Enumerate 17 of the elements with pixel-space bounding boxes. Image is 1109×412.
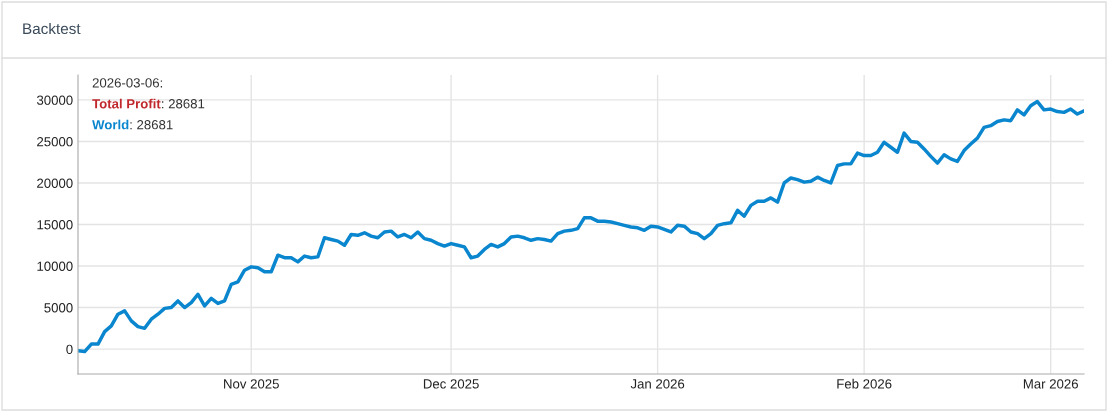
- y-tick-label: 30000: [36, 95, 73, 105]
- y-tick-label: 0: [66, 344, 73, 354]
- y-tick-label: 25000: [37, 137, 73, 147]
- chart-title: Backtest: [23, 22, 81, 35]
- y-tick-label: 5000: [44, 303, 73, 313]
- annotation: 2026-03-06:: [92, 78, 163, 88]
- y-tick-label: 10000: [37, 261, 73, 271]
- y-tick-label: 20000: [37, 178, 73, 188]
- y-tick-label: 15000: [37, 220, 73, 230]
- annotation: Total Profit: 28681: [92, 98, 205, 109]
- x-tick-label: Jan 2026: [630, 379, 685, 389]
- annotation: World: 28681: [92, 119, 173, 130]
- x-tick-label: Dec 2025: [423, 379, 479, 389]
- x-tick-label: Nov 2025: [224, 379, 279, 389]
- x-tick-label: Feb 2026: [837, 378, 892, 389]
- x-tick-label: Mar 2026: [1023, 379, 1078, 389]
- line-series: [78, 99, 1084, 354]
